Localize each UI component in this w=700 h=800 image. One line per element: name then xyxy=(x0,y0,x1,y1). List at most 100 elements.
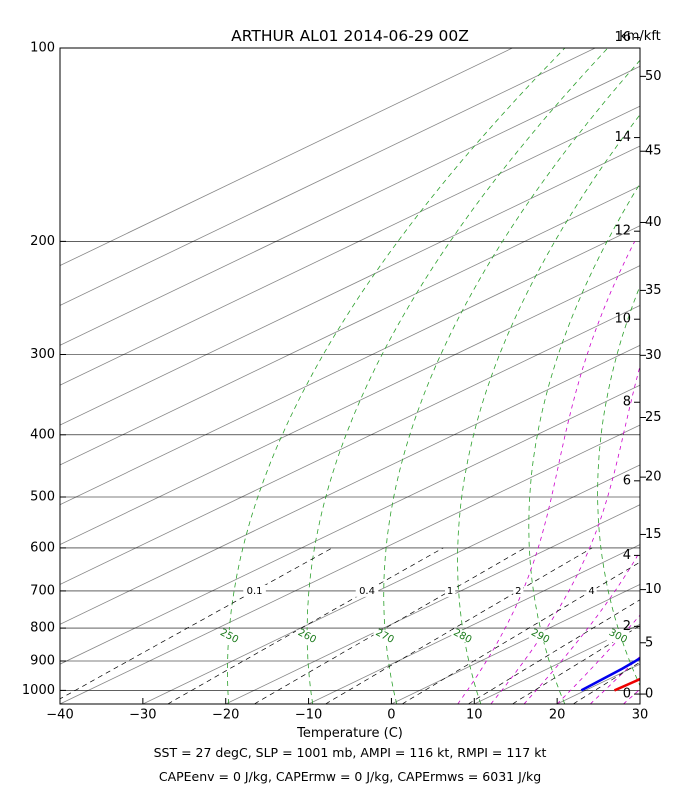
isotherm-line xyxy=(60,105,640,386)
y-tick-label: 100 xyxy=(30,41,55,56)
km-tick-label: 10 xyxy=(614,312,631,327)
isotherm-line xyxy=(60,424,640,704)
footer-line-1: SST = 27 degC, SLP = 1001 mb, AMPI = 116… xyxy=(153,745,547,760)
isotherm-line xyxy=(60,265,640,546)
isotherm-line xyxy=(391,583,640,704)
moist-adiabat-line xyxy=(490,364,640,704)
isotherm-lines xyxy=(60,48,640,704)
isotherm-line xyxy=(60,384,640,665)
label-background xyxy=(218,630,241,643)
isotherm-line xyxy=(60,65,640,346)
label-background xyxy=(689,585,700,597)
dry-adiabat-line xyxy=(227,48,566,704)
isotherm-line xyxy=(60,48,513,267)
dry-adiabat-label: 280 xyxy=(451,627,473,646)
x-tick-label: −10 xyxy=(295,708,322,723)
isotherm-line xyxy=(474,623,640,704)
dry-adiabat-line xyxy=(457,114,640,704)
km-tick-label: 16 xyxy=(614,30,631,45)
y-tick-label: 900 xyxy=(30,653,55,668)
dewpoint-profile-line xyxy=(580,656,640,692)
moist-adiabat-line xyxy=(623,688,640,704)
line-labels: 25026027028029030081216202428320.10.4124… xyxy=(218,584,700,646)
isotherm-line xyxy=(60,185,640,466)
dry-adiabat-line xyxy=(664,48,700,704)
label-background xyxy=(586,584,597,597)
plot-frame xyxy=(59,47,641,705)
km-tick-label: 12 xyxy=(614,224,631,239)
label-background xyxy=(295,630,319,643)
moist-adiabat-line xyxy=(657,241,700,704)
km-tick-label: 2 xyxy=(623,619,631,634)
mixing-ratio-label: 10 xyxy=(690,586,700,597)
mixing-ratio-line xyxy=(167,547,444,704)
label-background xyxy=(513,584,524,597)
dry-adiabat-line xyxy=(306,48,609,704)
y-tick-label: 400 xyxy=(30,427,55,442)
dry-adiabat-label: 260 xyxy=(296,627,318,646)
km-tick-label: 4 xyxy=(623,548,631,563)
isotherm-line xyxy=(60,344,640,625)
x-axis-label: Temperature (C) xyxy=(296,726,403,741)
y-tick-label: 200 xyxy=(30,234,55,249)
dry-adiabat-line xyxy=(597,285,640,687)
mixing-ratio-line xyxy=(60,547,333,700)
moist-adiabat-line xyxy=(556,614,640,704)
isotherm-line xyxy=(308,544,640,704)
y-tick-label: 600 xyxy=(30,540,55,555)
kft-tick-label: 15 xyxy=(645,527,662,542)
label-background xyxy=(355,584,379,597)
isobar-lines xyxy=(60,48,640,691)
label-background xyxy=(445,584,456,597)
mixing-ratio-line xyxy=(325,547,593,704)
km-tick-label: 14 xyxy=(614,130,631,145)
dry-adiabat-label: 250 xyxy=(218,627,240,646)
y-tick-label: 700 xyxy=(30,583,55,598)
axes: −40 −30 −20 −10 0 10 20 30100090080070060050040… xyxy=(22,30,662,722)
x-tick-label: 10 xyxy=(466,708,483,723)
kft-tick-label: 50 xyxy=(645,69,662,84)
x-tick-label: 20 xyxy=(549,708,566,723)
km-tick-label: 6 xyxy=(623,473,631,488)
dry-adiabat-line xyxy=(383,59,640,704)
moist-adiabat-line xyxy=(457,241,636,704)
label-background xyxy=(373,630,397,643)
dry-adiabat-label: 290 xyxy=(529,627,551,646)
mixing-ratio-lines xyxy=(60,547,640,704)
km-tick-label: 0 xyxy=(623,687,631,702)
label-background xyxy=(606,630,630,643)
x-tick-label: −40 xyxy=(46,708,73,723)
isotherm-line xyxy=(60,48,596,306)
y-tick-label: 500 xyxy=(30,490,55,505)
mixing-ratio-line xyxy=(254,547,526,704)
label-background xyxy=(243,584,266,597)
isotherm-line xyxy=(225,504,640,704)
y-tick-label: 300 xyxy=(30,347,55,362)
mixing-ratio-label: 2 xyxy=(515,586,521,597)
isotherm-line xyxy=(556,663,640,704)
isotherm-line xyxy=(60,304,640,585)
mixing-ratio-line xyxy=(573,661,640,704)
kft-tick-label: 0 xyxy=(645,687,653,702)
x-tick-label: 0 xyxy=(387,708,395,723)
isotherm-line xyxy=(60,225,640,506)
moist-adiabat-lines xyxy=(457,241,700,704)
kft-tick-label: 5 xyxy=(645,635,653,650)
x-tick-label: −30 xyxy=(129,708,156,723)
mixing-ratio-label: 0.4 xyxy=(359,586,375,597)
chart-title: ARTHUR AL01 2014-06-29 00Z xyxy=(231,27,469,45)
mixing-ratio-label: 0.1 xyxy=(247,586,263,597)
kft-tick-label: 40 xyxy=(645,215,662,230)
y-tick-label: 1000 xyxy=(22,683,55,698)
kft-tick-label: 45 xyxy=(645,144,662,159)
x-tick-label: 30 xyxy=(632,708,649,723)
kft-tick-label: 35 xyxy=(645,283,662,298)
mixing-ratio-line xyxy=(468,599,640,704)
label-background xyxy=(451,630,474,643)
y-tick-label: 800 xyxy=(30,621,55,636)
kft-tick-label: 10 xyxy=(645,582,662,597)
mixing-ratio-label: 4 xyxy=(588,586,594,597)
mixing-ratio-line xyxy=(401,561,640,704)
dry-adiabat-label: 270 xyxy=(374,627,396,646)
